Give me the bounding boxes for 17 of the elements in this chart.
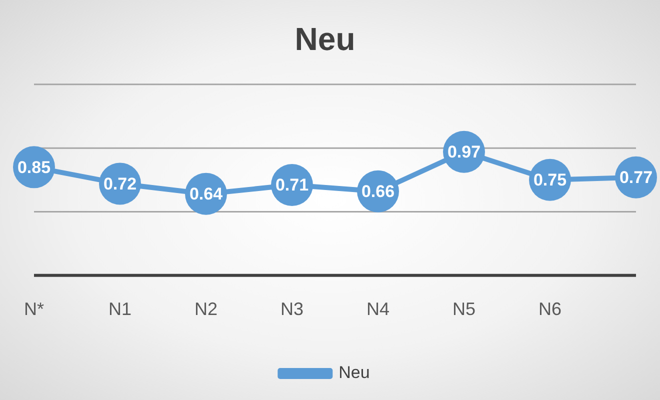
- chart-title: Neu: [294, 21, 356, 58]
- data-label: 0.75: [533, 170, 567, 190]
- x-tick-label: N*: [24, 299, 44, 320]
- data-label: 0.72: [103, 174, 137, 194]
- data-label: 0.66: [361, 182, 395, 202]
- x-tick-label: N3: [280, 299, 304, 320]
- x-tick-label: N4: [366, 299, 390, 320]
- x-tick-label: N5: [452, 299, 476, 320]
- data-label: 0.77: [619, 168, 653, 188]
- x-tick-label: N2: [194, 299, 218, 320]
- x-tick-label: N1: [108, 299, 132, 320]
- data-label: 0.71: [275, 176, 309, 195]
- data-label: 0.97: [447, 142, 481, 162]
- x-tick-label: N6: [538, 299, 562, 320]
- legend-label: Neu: [338, 363, 370, 382]
- data-label: 0.64: [189, 184, 224, 204]
- data-label: 0.85: [17, 158, 51, 177]
